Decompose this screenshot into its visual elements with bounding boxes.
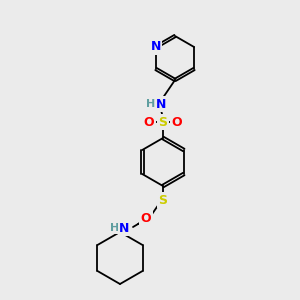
Text: N: N — [119, 221, 129, 235]
Text: S: S — [158, 194, 167, 206]
Text: N: N — [156, 98, 166, 110]
Text: N: N — [151, 40, 161, 53]
Text: O: O — [172, 116, 182, 128]
Text: S: S — [158, 116, 167, 128]
Text: H: H — [110, 223, 120, 233]
Text: O: O — [141, 212, 151, 226]
Text: O: O — [144, 116, 154, 128]
Text: H: H — [146, 99, 156, 109]
